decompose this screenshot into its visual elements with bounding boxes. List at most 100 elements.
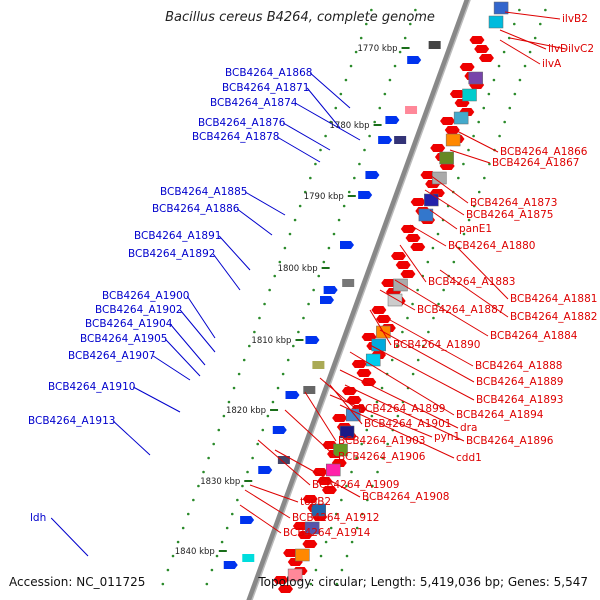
gene-label-reverse[interactable]: BCB4264_A1880	[448, 240, 535, 252]
gene-label-reverse[interactable]: BCB4264_A1914	[283, 527, 371, 539]
track-dot	[334, 106, 338, 110]
gene-label-reverse[interactable]: BCB4264_A1899	[358, 403, 445, 415]
gene-label-reverse[interactable]: BCB4264_A1901	[364, 418, 451, 430]
gene-label-reverse[interactable]: BCB4264_A1896	[466, 435, 554, 447]
gene-label-reverse[interactable]: panE1	[459, 223, 492, 235]
gene-label-reverse[interactable]: dra	[460, 422, 477, 434]
reverse-gene-arrow	[430, 144, 446, 152]
gene-label-reverse[interactable]: topB2	[300, 496, 331, 508]
gene-label-reverse[interactable]: BCB4264_A1903	[338, 435, 425, 447]
track-dot	[350, 540, 354, 544]
track-dot	[457, 176, 460, 180]
track-dot	[378, 106, 382, 110]
gene-label-forward[interactable]: BCB4264_A1874	[210, 97, 298, 109]
gene-label-forward[interactable]: BCB4264_A1891	[134, 230, 221, 242]
genome-backbone	[246, 0, 470, 600]
gene-label-reverse[interactable]: BCB4264_A1883	[428, 276, 515, 288]
gene-label-reverse[interactable]: pyn1	[434, 431, 460, 443]
gene-label-forward[interactable]: BCB4264_A1905	[80, 333, 167, 345]
gene-label-forward[interactable]: BCB4264_A1868	[225, 67, 312, 79]
gene-label-forward[interactable]: BCB4264_A1885	[160, 186, 247, 198]
gene-label-forward[interactable]: BCB4264_A1892	[128, 248, 215, 260]
gene-label-reverse[interactable]: BCB4264_A1890	[393, 339, 480, 351]
track-dot	[230, 512, 234, 516]
leader-line	[50, 517, 89, 557]
forward-gene-arrow	[378, 136, 393, 144]
track-dot	[286, 358, 290, 362]
track-dot	[278, 260, 282, 264]
gene-label-forward[interactable]: BCB4264_A1886	[152, 203, 240, 215]
track-dot	[342, 204, 346, 208]
gene-label-reverse[interactable]: BCB4264_A1893	[476, 394, 563, 406]
gene-label-reverse[interactable]: BCB4264_A1894	[456, 409, 544, 421]
gene-label-reverse[interactable]: BCB4264_A1873	[470, 197, 557, 209]
gene-label-reverse[interactable]: BCB4264_A1908	[362, 491, 449, 503]
gene-label-reverse[interactable]: ilvD	[548, 43, 568, 55]
leader-line	[282, 122, 331, 151]
gene-label-reverse[interactable]: BCB4264_A1867	[492, 157, 579, 169]
gene-label-reverse[interactable]: ilvA	[542, 58, 562, 70]
leader-line	[236, 208, 273, 236]
gene-label-reverse[interactable]: BCB4264_A1866	[500, 146, 588, 158]
gene-label-reverse[interactable]: ilvC2	[568, 43, 594, 55]
track-dot	[324, 134, 327, 138]
gene-block	[418, 208, 434, 222]
track-dot	[401, 330, 404, 334]
track-dot	[358, 162, 361, 166]
leader-line	[306, 87, 341, 129]
reverse-gene-arrow	[410, 198, 426, 206]
gene-label-reverse[interactable]: BCB4264_A1884	[490, 330, 578, 342]
gene-label-reverse[interactable]: BCB4264_A1909	[312, 479, 399, 491]
track-dot	[297, 330, 300, 334]
track-dot	[334, 512, 338, 516]
track-dot	[276, 386, 280, 390]
track-dot	[345, 484, 348, 488]
track-dot	[452, 260, 456, 264]
gene-label-reverse[interactable]: BCB4264_A1888	[475, 360, 562, 372]
track-dot	[215, 554, 219, 558]
track-dot	[432, 316, 435, 320]
track-dot	[416, 358, 420, 362]
forward-gene-arrow	[272, 426, 287, 434]
gene-label-reverse[interactable]: BCB4264_A1906	[338, 451, 426, 463]
gene-label-forward[interactable]: BCB4264_A1902	[95, 304, 182, 316]
track-dot	[317, 274, 321, 278]
gene-label-forward[interactable]: BCB4264_A1876	[198, 117, 286, 129]
gene-label-forward[interactable]: BCB4264_A1871	[222, 82, 309, 94]
leader-line	[454, 129, 499, 153]
leader-line	[499, 39, 541, 65]
gene-label-reverse[interactable]: BCB4264_A1889	[476, 376, 563, 388]
gene-label-forward[interactable]: BCB4264_A1878	[192, 131, 279, 143]
gene-label-forward[interactable]: BCB4264_A1904	[85, 318, 173, 330]
gene-label-reverse[interactable]: BCB4264_A1912	[292, 512, 379, 524]
leader-line	[329, 384, 363, 425]
track-dot	[236, 498, 239, 502]
track-dot	[298, 204, 302, 208]
gene-label-reverse[interactable]: BCB4264_A1887	[417, 304, 504, 316]
gene-block	[277, 456, 290, 464]
scale-tick-label: 1840 kbp	[175, 547, 215, 557]
gene-label-reverse[interactable]: ilvB2	[562, 13, 588, 25]
gene-label-reverse[interactable]: BCB4264_A1882	[510, 311, 597, 323]
gene-label-reverse[interactable]: cdd1	[456, 452, 482, 464]
forward-gene-arrow	[223, 561, 238, 569]
track-dot	[503, 120, 506, 124]
gene-label-forward[interactable]: BCB4264_A1900	[102, 290, 189, 302]
gene-label-forward[interactable]: BCB4264_A1910	[48, 381, 135, 393]
gene-block	[311, 503, 326, 517]
track-dot	[492, 78, 496, 82]
track-dot	[388, 78, 392, 82]
gene-label-reverse[interactable]: BCB4264_A1881	[510, 293, 597, 305]
leader-line	[249, 484, 299, 503]
track-dot	[261, 428, 265, 432]
reverse-gene-arrow	[302, 540, 318, 548]
gene-label-reverse[interactable]: BCB4264_A1875	[466, 209, 553, 221]
gene-label-forward[interactable]: ldh	[30, 512, 46, 524]
forward-gene-arrow	[365, 171, 380, 179]
track-dot	[375, 400, 379, 404]
gene-label-forward[interactable]: BCB4264_A1913	[28, 415, 115, 427]
gene-label-forward[interactable]: BCB4264_A1907	[68, 350, 155, 362]
track-dot	[395, 344, 399, 348]
track-dot	[161, 582, 165, 586]
track-dot	[192, 498, 195, 502]
